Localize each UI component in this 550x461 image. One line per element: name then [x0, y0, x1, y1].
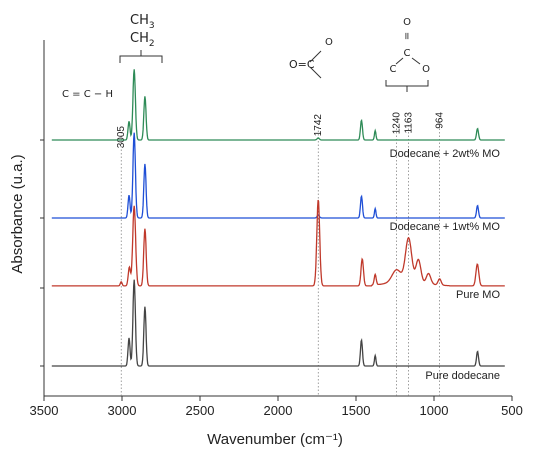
- ch2-label: CH2: [130, 31, 155, 49]
- series-label-2: Pure MO: [456, 289, 500, 301]
- reference-label-1240: 1240: [392, 112, 403, 135]
- carbonyl-o-label: O: [325, 37, 333, 48]
- spectra-series: [51, 69, 505, 367]
- x-tick-label: 500: [501, 403, 523, 418]
- reference-label-3005: 3005: [116, 126, 127, 149]
- x-tick-label: 1500: [342, 403, 371, 418]
- ester-bond-right: [411, 57, 421, 65]
- ester-c-left-label: C: [390, 64, 397, 75]
- ester-bracket: [385, 80, 429, 92]
- ch-bracket: [119, 50, 163, 63]
- labels-layer: Dodecane + 2wt% MO Dodecane + 1wt% MO Pure…: [390, 148, 501, 382]
- ester-o-top-label: O: [403, 17, 411, 28]
- axes-layer: 3500 3000 2500 2000 1500 1000 500: [30, 40, 523, 418]
- x-tick-label: 3000: [108, 403, 137, 418]
- carbonyl-bond-down: [309, 66, 322, 79]
- chemical-annotations: CH3 CH2 C = C − H O O=C O = C C O: [62, 13, 430, 100]
- x-axis-label: Wavenumber (cm⁻¹): [207, 431, 343, 448]
- reference-label-964: 964: [435, 112, 446, 129]
- ch3-label: CH3: [130, 13, 155, 31]
- ester-o-right-label: O: [422, 64, 430, 75]
- ester-double-bond: =: [401, 32, 412, 40]
- carbonyl-oc-label: O=C: [289, 58, 315, 71]
- reference-label-1742: 1742: [313, 114, 324, 137]
- reference-label-1163: 1163: [404, 112, 415, 134]
- series-label-1: Dodecane + 1wt% MO: [390, 221, 501, 233]
- ester-c-center-label: C: [404, 48, 411, 59]
- series-label-0: Dodecane + 2wt% MO: [390, 148, 501, 160]
- ester-bond-left: [395, 57, 404, 65]
- series-label-3: Pure dodecane: [425, 370, 500, 382]
- x-tick-label: 1000: [420, 403, 449, 418]
- y-axis-label: Absorbance (u.a.): [9, 154, 26, 273]
- series-line-3: [51, 279, 505, 367]
- x-tick-label: 2500: [186, 403, 215, 418]
- x-tick-label: 3500: [30, 403, 59, 418]
- alkene-label: C = C − H: [62, 89, 113, 100]
- series-line-2: [51, 199, 505, 287]
- carbonyl-bond-up: [309, 50, 322, 63]
- series-line-1: [51, 132, 505, 219]
- x-tick-label: 2000: [264, 403, 293, 418]
- series-line-0: [51, 69, 505, 141]
- reference-lines: 3005 1742 1240 1163 964: [116, 112, 446, 396]
